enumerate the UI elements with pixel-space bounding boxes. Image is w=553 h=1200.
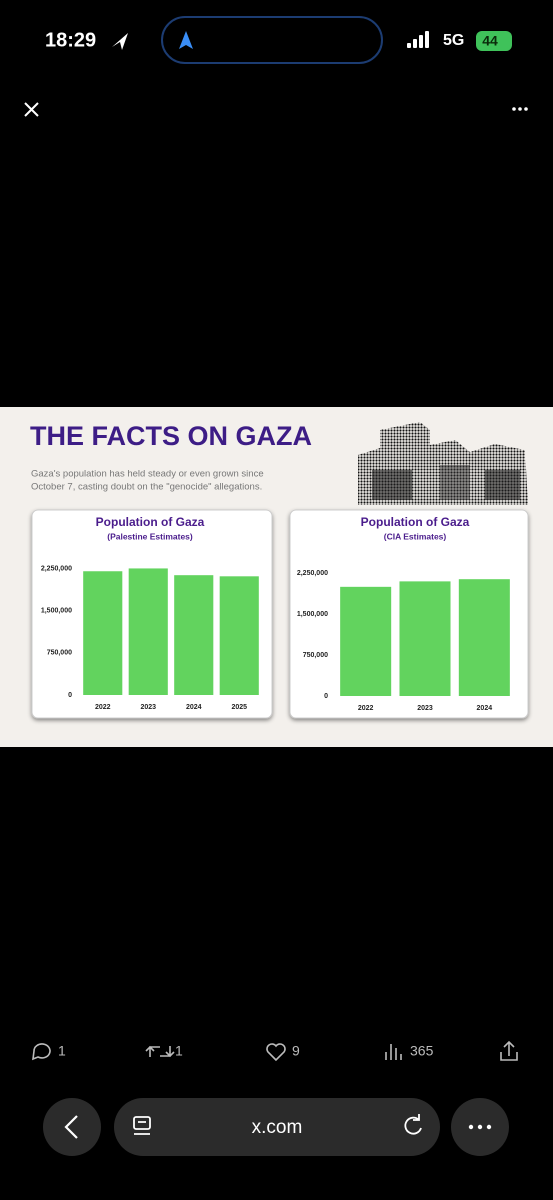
reply-count: 1 [58, 1043, 66, 1059]
x-tick-label: 2025 [231, 704, 247, 711]
buildings-photo [358, 422, 528, 505]
url: x.com [252, 1117, 303, 1138]
y-tick-label: 750,000 [303, 652, 328, 659]
bar [174, 575, 214, 695]
bar [128, 568, 168, 695]
battery-level: 44 [482, 33, 498, 49]
y-tick-label: 2,250,000 [297, 570, 328, 577]
close-button[interactable] [24, 102, 39, 117]
bar [83, 571, 123, 695]
repost-count: 1 [175, 1043, 183, 1059]
clock: 18:29 [45, 29, 96, 51]
y-tick-label: 1,500,000 [297, 611, 328, 618]
share-icon[interactable] [500, 1040, 518, 1061]
x-tick-label: 2024 [477, 705, 493, 712]
chart-subtitle: (Palestine Estimates) [107, 531, 193, 541]
more-button[interactable] [512, 107, 528, 111]
infographic-title: THE FACTS ON GAZA [30, 421, 312, 451]
bar [340, 586, 392, 696]
y-tick-label: 0 [68, 692, 72, 699]
bar [219, 576, 259, 695]
x-tick-label: 2024 [186, 704, 202, 711]
x-tick-label: 2022 [358, 705, 374, 712]
chart-title: Population of Gaza [96, 515, 205, 529]
x-tick-label: 2022 [95, 704, 111, 711]
bar [399, 581, 451, 696]
dynamic-island [161, 16, 383, 64]
y-tick-label: 2,250,000 [41, 565, 72, 572]
y-tick-label: 750,000 [47, 650, 72, 657]
repost-icon[interactable] [145, 1045, 175, 1058]
address-bar[interactable] [114, 1098, 440, 1156]
subtitle-line: October 7, casting doubt on the "genocid… [31, 482, 262, 493]
chart-title: Population of Gaza [361, 515, 470, 529]
like-count: 9 [292, 1043, 300, 1059]
subtitle-line: Gaza's population has held steady or eve… [31, 469, 264, 480]
back-icon [64, 1115, 78, 1139]
nav-icon [179, 31, 193, 49]
y-tick-label: 1,500,000 [41, 607, 72, 614]
bar [458, 579, 510, 696]
back-button[interactable] [43, 1098, 101, 1156]
x-tick-label: 2023 [417, 705, 433, 712]
page-icon [133, 1116, 151, 1135]
y-tick-label: 0 [324, 693, 328, 700]
charts: Population of Gaza (Palestine Estimates) 0… [41, 515, 510, 712]
x-tick-label: 2023 [140, 704, 156, 711]
views-icon[interactable] [385, 1044, 402, 1060]
like-icon[interactable] [266, 1043, 286, 1062]
signal-icon [407, 31, 429, 48]
battery [476, 31, 512, 51]
menu-icon [468, 1124, 492, 1130]
reload-button[interactable] [404, 1114, 422, 1135]
reply-icon[interactable] [32, 1043, 51, 1061]
network: 5G [443, 32, 464, 49]
views-count: 365 [410, 1043, 434, 1059]
location-icon [112, 33, 128, 50]
chart-subtitle: (CIA Estimates) [384, 531, 447, 541]
